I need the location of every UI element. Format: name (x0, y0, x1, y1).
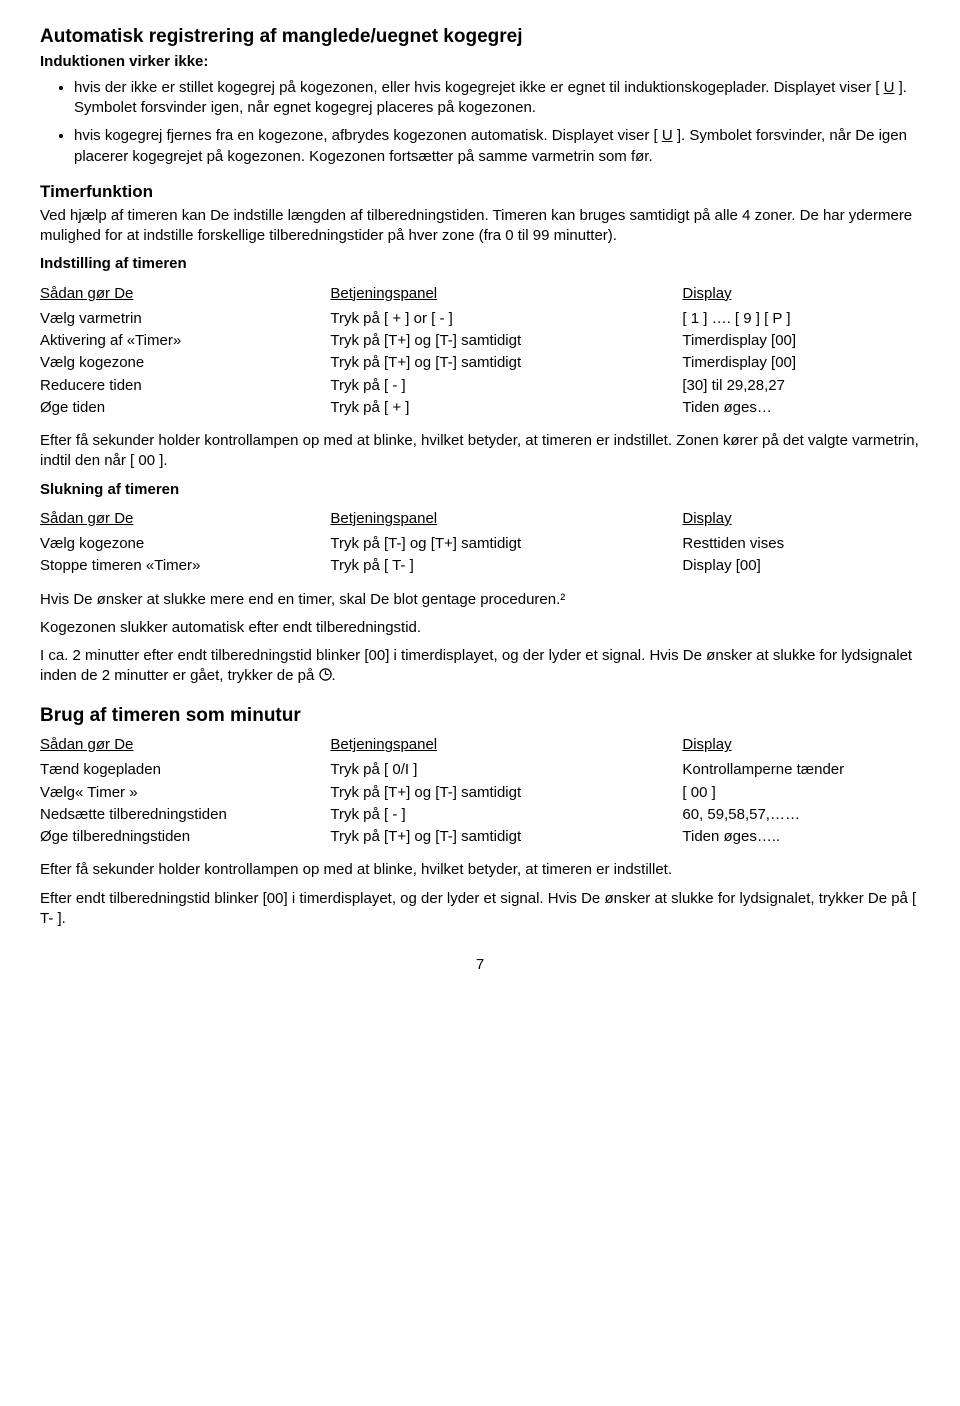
cell: Tryk på [T+] og [T-] samtidigt (330, 826, 682, 848)
subheading-off-timer: Slukning af timeren (40, 480, 920, 500)
paragraph-after-setting: Efter få sekunder holder kontrollampen o… (40, 431, 920, 472)
cell: Tryk på [ - ] (330, 375, 682, 397)
col-header-panel: Betjeningspanel (330, 734, 682, 759)
cell: Tiden øges….. (682, 826, 920, 848)
cell: Tryk på [ + ] or [ - ] (330, 308, 682, 330)
cell: [ 1 ] …. [ 9 ] [ P ] (682, 308, 920, 330)
text: I ca. 2 minutter efter endt tilberedning… (40, 647, 912, 684)
cell: Timerdisplay [00] (682, 330, 920, 352)
paragraph-minute-after: Efter få sekunder holder kontrollampen o… (40, 860, 920, 880)
col-header-panel: Betjeningspanel (330, 283, 682, 308)
heading-timer-function: Timerfunktion (40, 181, 920, 204)
cell: [ 00 ] (682, 782, 920, 804)
cell: Tiden øges… (682, 397, 920, 419)
cell: Tryk på [T+] og [T-] samtidigt (330, 782, 682, 804)
cell: Reducere tiden (40, 375, 330, 397)
cell: Nedsætte tilberedningstiden (40, 804, 330, 826)
table-minute-timer: Sådan gør De Betjeningspanel Display Tæn… (40, 734, 920, 848)
cell: Resttiden vises (682, 533, 920, 555)
cell: Stoppe timeren «Timer» (40, 555, 330, 577)
table-row: Aktivering af «Timer»Tryk på [T+] og [T-… (40, 330, 920, 352)
table-row: Vælg« Timer »Tryk på [T+] og [T-] samtid… (40, 782, 920, 804)
col-header-action: Sådan gør De (40, 734, 330, 759)
cell: Vælg kogezone (40, 352, 330, 374)
clock-icon (319, 668, 332, 681)
paragraph-timer-intro: Ved hjælp af timeren kan De indstille læ… (40, 206, 920, 247)
cell: Tryk på [T-] og [T+] samtidigt (330, 533, 682, 555)
cell: Øge tilberedningstiden (40, 826, 330, 848)
paragraph-minute-signal: Efter endt tilberedningstid blinker [00]… (40, 889, 920, 930)
list-item: hvis kogegrej fjernes fra en kogezone, a… (74, 126, 920, 167)
col-header-display: Display (682, 734, 920, 759)
table-row: Nedsætte tilberedningstidenTryk på [ - ]… (40, 804, 920, 826)
table-row: Stoppe timeren «Timer»Tryk på [ T- ]Disp… (40, 555, 920, 577)
table-header-row: Sådan gør De Betjeningspanel Display (40, 734, 920, 759)
table-row: Vælg varmetrinTryk på [ + ] or [ - ][ 1 … (40, 308, 920, 330)
cell: Display [00] (682, 555, 920, 577)
cell: Aktivering af «Timer» (40, 330, 330, 352)
col-header-display: Display (682, 283, 920, 308)
table-row: Øge tilberedningstidenTryk på [T+] og [T… (40, 826, 920, 848)
text: . (332, 667, 336, 684)
cell: Tænd kogepladen (40, 759, 330, 781)
table-row: Øge tidenTryk på [ + ]Tiden øges… (40, 397, 920, 419)
col-header-panel: Betjeningspanel (330, 508, 682, 533)
list-item: hvis der ikke er stillet kogegrej på kog… (74, 78, 920, 119)
page-number: 7 (40, 955, 920, 975)
cell: Tryk på [T+] og [T-] samtidigt (330, 352, 682, 374)
subheading-induction-not-working: Induktionen virker ikke: (40, 52, 920, 72)
cell: Timerdisplay [00] (682, 352, 920, 374)
col-header-display: Display (682, 508, 920, 533)
cell: Kontrollamperne tænder (682, 759, 920, 781)
col-header-action: Sådan gør De (40, 283, 330, 308)
table-header-row: Sådan gør De Betjeningspanel Display (40, 283, 920, 308)
paragraph-off-note-3: I ca. 2 minutter efter endt tilberedning… (40, 646, 920, 687)
bullet-list-induction: hvis der ikke er stillet kogegrej på kog… (40, 78, 920, 167)
heading-auto-detect: Automatisk registrering af manglede/uegn… (40, 24, 920, 50)
col-header-action: Sådan gør De (40, 508, 330, 533)
table-row: Tænd kogepladenTryk på [ 0/I ]Kontrollam… (40, 759, 920, 781)
table-header-row: Sådan gør De Betjeningspanel Display (40, 508, 920, 533)
cell: Vælg varmetrin (40, 308, 330, 330)
table-row: Reducere tidenTryk på [ - ][30] til 29,2… (40, 375, 920, 397)
symbol-u: U (662, 127, 673, 144)
text: hvis der ikke er stillet kogegrej på kog… (74, 79, 884, 96)
cell: Tryk på [ + ] (330, 397, 682, 419)
heading-minute-timer: Brug af timeren som minutur (40, 703, 920, 729)
text: hvis kogegrej fjernes fra en kogezone, a… (74, 127, 662, 144)
cell: Vælg« Timer » (40, 782, 330, 804)
cell: Tryk på [T+] og [T-] samtidigt (330, 330, 682, 352)
cell: [30] til 29,28,27 (682, 375, 920, 397)
table-row: Vælg kogezoneTryk på [T+] og [T-] samtid… (40, 352, 920, 374)
cell: Vælg kogezone (40, 533, 330, 555)
subheading-setting-timer: Indstilling af timeren (40, 254, 920, 274)
paragraph-off-note-2: Kogezonen slukker automatisk efter endt … (40, 618, 920, 638)
table-setting-timer: Sådan gør De Betjeningspanel Display Væl… (40, 283, 920, 420)
cell: Øge tiden (40, 397, 330, 419)
cell: Tryk på [ T- ] (330, 555, 682, 577)
table-off-timer: Sådan gør De Betjeningspanel Display Væl… (40, 508, 920, 578)
cell: Tryk på [ - ] (330, 804, 682, 826)
cell: 60, 59,58,57,…… (682, 804, 920, 826)
paragraph-off-note-1: Hvis De ønsker at slukke mere end en tim… (40, 590, 920, 610)
symbol-u: U (884, 79, 895, 96)
table-row: Vælg kogezoneTryk på [T-] og [T+] samtid… (40, 533, 920, 555)
cell: Tryk på [ 0/I ] (330, 759, 682, 781)
